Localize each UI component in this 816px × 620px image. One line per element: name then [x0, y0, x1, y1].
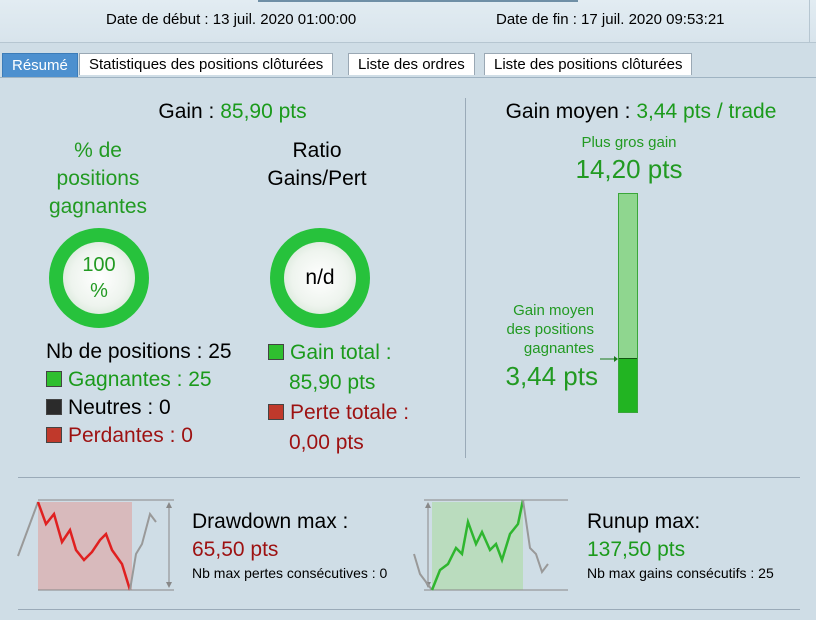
neutral-swatch — [46, 399, 62, 415]
win-pct-title: % de positions gagnantes — [38, 137, 158, 221]
win-pct-line3: gagnantes — [48, 195, 148, 218]
drawdown-sub: Nb max pertes consécutives : 0 — [192, 565, 388, 581]
gain-total-value: 85,90 pts — [289, 371, 376, 394]
win-avg-value: 3,44 pts — [505, 361, 598, 391]
gain-value: 85,90 pts — [220, 100, 307, 123]
neutral-row: Neutres : 0 — [46, 394, 232, 422]
tab-resume[interactable]: Résumé — [2, 53, 78, 77]
ratio-line2: Gains/Pert — [267, 167, 367, 190]
runup-sub: Nb max gains consécutifs : 25 — [587, 565, 774, 581]
date-header: Date de début : 13 juil. 2020 01:00:00 D… — [0, 0, 816, 43]
losers-swatch — [46, 427, 62, 443]
drawdown-label: Drawdown max : — [192, 510, 349, 533]
totals: Gain total : 85,90 pts Perte totale : 0,… — [268, 338, 409, 458]
win-pct-gauge-value: 100 — [82, 254, 116, 276]
ratio-gauge: n/d — [270, 228, 370, 328]
win-avg-caption: Gain moyen des positions gagnantes — [470, 301, 594, 358]
tab-orders[interactable]: Liste des ordres — [348, 53, 475, 75]
winners-row: Gagnantes : 25 — [46, 366, 232, 394]
gain-label: Gain : — [158, 100, 215, 123]
avg-gain-value: 3,44 pts / trade — [636, 100, 777, 123]
tab-bar: Résumé Statistiques des positions clôtur… — [0, 53, 816, 78]
tab-closed-stats[interactable]: Statistiques des positions clôturées — [79, 53, 334, 75]
runup-label: Runup max: — [587, 510, 701, 533]
biggest-gain-label: Plus gros gain — [581, 134, 677, 151]
biggest-gain-value: 14,20 pts — [575, 154, 683, 184]
gain-total-swatch — [268, 344, 284, 360]
win-avg-line1: Gain moyen — [513, 302, 594, 319]
gain-bar-fill — [619, 358, 637, 412]
avg-gain-title: Gain moyen : 3,44 pts / trade — [466, 100, 816, 124]
loss-total-row: Perte totale : — [268, 398, 409, 428]
loss-total-swatch — [268, 404, 284, 420]
tab-closed-list[interactable]: Liste des positions clôturées — [484, 53, 693, 75]
losers-row: Perdantes : 0 — [46, 422, 232, 450]
runup-value: 137,50 pts — [587, 538, 686, 561]
ratio-gauge-value: n/d — [284, 242, 356, 314]
drawdown-value: 65,50 pts — [192, 538, 279, 561]
win-pct-gauge: 100 % — [49, 228, 149, 328]
gain-total-row: Gain total : — [268, 338, 409, 368]
win-avg-line2: des positions — [506, 321, 594, 338]
loss-total-value: 0,00 pts — [289, 431, 364, 454]
position-counts: Nb de positions : 25 Gagnantes : 25 Neut… — [46, 338, 232, 450]
win-avg-line3: gagnantes — [523, 340, 594, 357]
avg-gain-label: Gain moyen : — [505, 100, 631, 123]
drawdown-graph — [16, 494, 186, 594]
ratio-line1: Ratio — [292, 139, 342, 162]
winners-swatch — [46, 371, 62, 387]
start-date: Date de début : 13 juil. 2020 01:00:00 — [106, 11, 357, 28]
losers-count: Perdantes : 0 — [68, 424, 193, 447]
arrow-right-icon — [600, 351, 618, 362]
total-positions: Nb de positions : 25 — [46, 340, 232, 363]
win-pct-gauge-center: 100 % — [63, 242, 135, 314]
gain-bar — [618, 193, 638, 413]
winners-count: Gagnantes : 25 — [68, 368, 212, 391]
win-pct-line2: positions — [56, 167, 140, 190]
end-date: Date de fin : 17 juil. 2020 09:53:21 — [496, 11, 725, 28]
divider-bottom — [18, 609, 800, 610]
ratio-title: Ratio Gains/Pert — [262, 137, 372, 193]
vertical-divider — [465, 98, 466, 458]
divider-top — [18, 477, 800, 478]
header-handle — [258, 0, 578, 2]
gain-title: Gain : 85,90 pts — [0, 100, 465, 124]
runup-graph — [410, 494, 580, 594]
gain-total-label: Gain total : — [290, 341, 392, 364]
neutral-count: Neutres : 0 — [68, 396, 171, 419]
win-pct-line1: % de — [74, 139, 122, 162]
loss-total-label: Perte totale : — [290, 401, 410, 424]
header-edge — [809, 0, 816, 42]
win-pct-gauge-unit: % — [90, 280, 108, 302]
